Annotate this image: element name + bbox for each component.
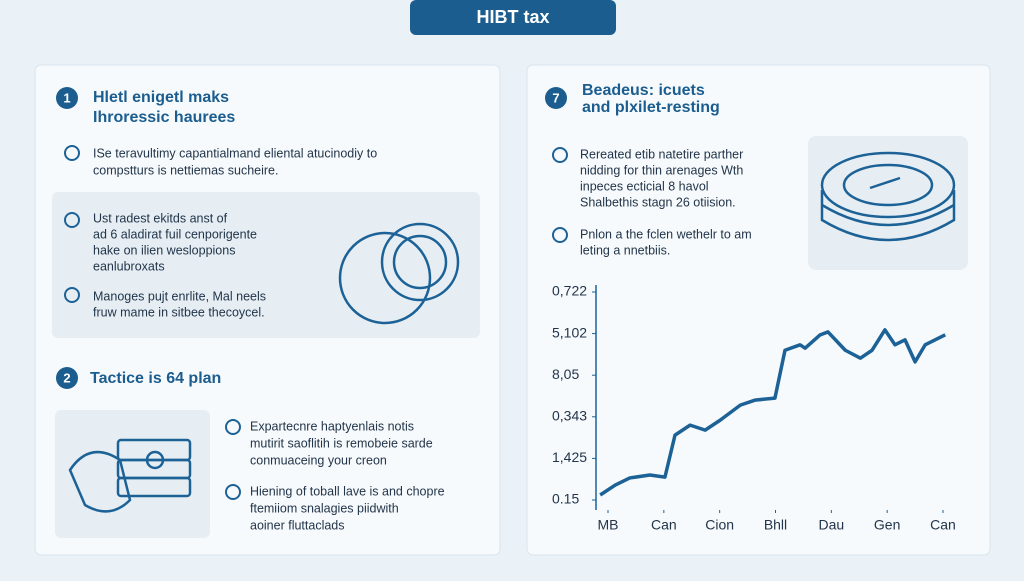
title-pill: [410, 0, 616, 35]
image-box: [55, 410, 210, 538]
item-text: Rereated etib natetire parther: [580, 147, 743, 161]
intro-text: compstturs is nettiemas sucheire.: [93, 163, 279, 177]
item-text: aoiner fluttaclads: [250, 518, 345, 532]
item-text: hake on ilien wesloppions: [93, 243, 235, 257]
heading: Tactice is 64 plan: [90, 370, 221, 387]
title: HIBT tax: [476, 7, 549, 27]
item-text: Expartecnre haptyenlais notis: [250, 419, 414, 433]
item-text: Hiening of toball lave is and chopre: [250, 484, 445, 498]
bullet-icon: [64, 287, 80, 303]
item-text: ad 6 aladirat fuil cenporigente: [93, 227, 257, 241]
x-tick-label: Can: [930, 517, 956, 533]
y-tick-label: 8,05: [552, 366, 579, 382]
bullet-icon: [225, 419, 241, 435]
item-text: inpeces ecticial 8 havol: [580, 179, 709, 193]
item-text: Pnlon a the fclen wethelr to am: [580, 227, 752, 241]
data-line: [599, 328, 947, 497]
item-text: ftemiiom snalagies piidwith: [250, 501, 399, 515]
x-tick-label: Cion: [705, 517, 734, 533]
image-box: [808, 136, 968, 270]
x-tick-label: Bhll: [764, 517, 787, 533]
heading: Hletl enigetl maks: [93, 89, 229, 106]
heading: Beadeus: icuets: [582, 82, 705, 99]
badge-number: 7: [552, 90, 559, 105]
bullet-icon: [64, 212, 80, 228]
number-badge: [56, 367, 78, 389]
coins-illustration: [338, 222, 460, 325]
y-tick-label: 0,343: [552, 408, 587, 424]
x-tick-label: MB: [598, 517, 619, 533]
item-text: nidding for thin arenages Wth: [580, 163, 743, 177]
bullet-icon: [552, 147, 568, 163]
item-text: eanlubroxats: [93, 259, 165, 273]
item-text: leting a nnetbiis.: [580, 243, 670, 257]
y-tick-label: 0.15: [552, 491, 579, 507]
item-text: mutirit saoflitih is remobeie sarde: [250, 436, 433, 450]
heading: Ihroressic haurees: [93, 109, 235, 126]
y-tick-label: 0,722: [552, 283, 587, 299]
badge-number: 1: [63, 90, 70, 105]
intro-text: ISe teravultimy capantialmand eliental a…: [93, 146, 377, 160]
info-box: [52, 192, 480, 338]
y-tick-label: 5,102: [552, 324, 587, 340]
item-text: Shalbethis stagn 26 otiision.: [580, 195, 736, 209]
bullet-icon: [64, 145, 80, 161]
item-text: fruw mame in sitbee thecoycel.: [93, 305, 265, 319]
item-text: Ust radest ekitds anst of: [93, 211, 228, 225]
badge-number: 2: [63, 370, 70, 385]
x-tick-label: Can: [651, 517, 677, 533]
x-tick-label: Gen: [874, 517, 900, 533]
bullet-icon: [225, 484, 241, 500]
item-text: conmuaceing your creon: [250, 453, 387, 467]
money-illustration: [68, 438, 192, 513]
number-badge: [56, 87, 78, 109]
coin-stack-illustration: [820, 151, 956, 242]
heading: and plxilet-resting: [582, 99, 720, 116]
y-tick-label: 1,425: [552, 449, 587, 465]
item-text: Manoges pujt enrlite, Mal neels: [93, 289, 266, 303]
bullet-icon: [552, 227, 568, 243]
x-tick-label: Dau: [818, 517, 844, 533]
number-badge: [545, 87, 567, 109]
